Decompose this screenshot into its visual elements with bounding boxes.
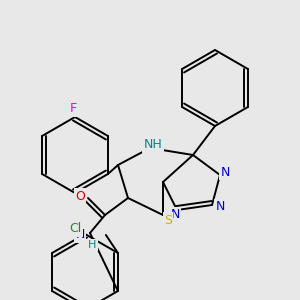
Text: N: N <box>220 166 230 178</box>
Text: NH: NH <box>144 139 162 152</box>
Text: F: F <box>69 103 76 116</box>
Text: H: H <box>88 240 96 250</box>
Text: N: N <box>215 200 225 214</box>
Text: O: O <box>75 190 85 202</box>
Text: N: N <box>75 229 85 242</box>
Text: S: S <box>164 214 172 226</box>
Text: Cl: Cl <box>69 223 81 236</box>
Text: N: N <box>170 208 180 221</box>
